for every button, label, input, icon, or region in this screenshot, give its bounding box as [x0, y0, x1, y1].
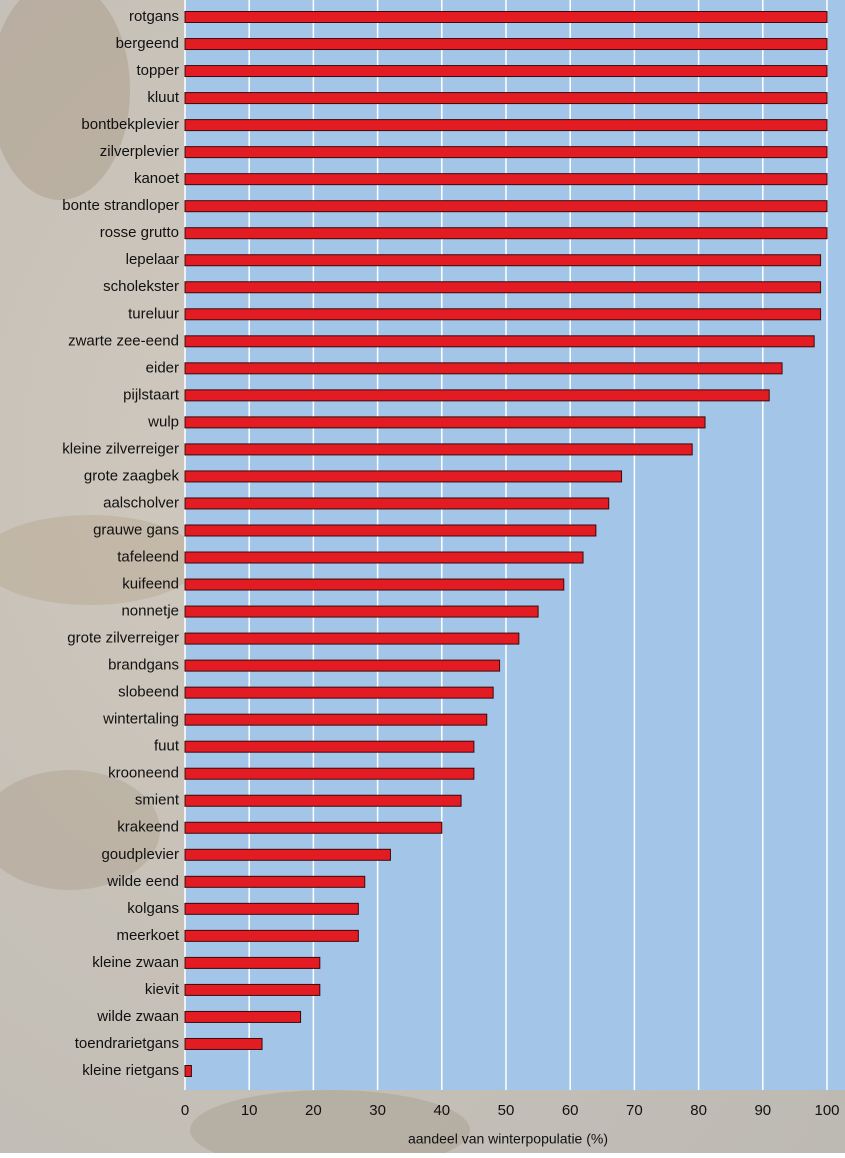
y-tick-label: rotgans	[129, 8, 179, 25]
y-tick-label: kanoet	[134, 170, 180, 187]
y-tick-label: kleine zwaan	[92, 954, 179, 971]
bar	[185, 363, 782, 374]
bar	[185, 822, 442, 833]
y-tick-label: zwarte zee-eend	[68, 332, 179, 349]
x-tick-label: 30	[369, 1102, 386, 1119]
y-tick-label: grote zaagbek	[84, 467, 180, 484]
bar	[185, 201, 827, 212]
y-tick-label: wilde eend	[106, 873, 179, 890]
bar	[185, 552, 583, 563]
y-tick-label: kuifeend	[122, 576, 179, 593]
bar	[185, 687, 493, 698]
bar	[185, 741, 474, 752]
bar	[185, 849, 390, 860]
bar	[185, 768, 474, 779]
bar	[185, 903, 358, 914]
bar	[185, 444, 692, 455]
bar	[185, 714, 487, 725]
bar	[185, 1066, 191, 1077]
bar	[185, 471, 622, 482]
x-tick-label: 60	[562, 1102, 579, 1119]
y-tick-label: nonnetje	[121, 603, 179, 620]
bar	[185, 390, 769, 401]
y-tick-label: lepelaar	[126, 251, 179, 268]
bar	[185, 1011, 301, 1022]
bar	[185, 525, 596, 536]
bar	[185, 228, 827, 239]
bar	[185, 795, 461, 806]
bar	[185, 984, 320, 995]
bar	[185, 876, 365, 887]
x-tick-label: 50	[498, 1102, 515, 1119]
x-tick-label: 20	[305, 1102, 322, 1119]
y-tick-label: bontbekplevier	[81, 116, 179, 133]
plot-area	[185, 0, 845, 1090]
y-tick-label: slobeend	[118, 684, 179, 701]
bar	[185, 957, 320, 968]
y-tick-label: grauwe gans	[93, 521, 179, 538]
bar	[185, 255, 821, 266]
y-tick-label: scholekster	[103, 278, 179, 295]
chart: aandeel van winterpopulatie (%) 0 10 20 30 4…	[0, 0, 845, 1153]
y-tick-label: krooneend	[108, 765, 179, 782]
y-tick-label: toendrarietgans	[75, 1035, 179, 1052]
bar	[185, 282, 821, 293]
y-tick-label: eider	[146, 359, 179, 376]
x-axis-title: aandeel van winterpopulatie (%)	[408, 1131, 608, 1147]
page: {"chart_data": {"type": "barh", "x_label…	[0, 0, 845, 1153]
y-tick-label: goudplevier	[101, 846, 179, 863]
y-tick-label: kleine zilverreiger	[62, 440, 179, 457]
x-tick-label: 90	[754, 1102, 771, 1119]
y-tick-label: wintertaling	[102, 711, 179, 728]
bar	[185, 120, 827, 131]
x-tick-label: 80	[690, 1102, 707, 1119]
x-tick-label: 70	[626, 1102, 643, 1119]
x-tick-label: 0	[181, 1102, 189, 1119]
y-tick-label: bergeend	[116, 35, 179, 52]
bar	[185, 660, 500, 671]
bar	[185, 417, 705, 428]
x-tick-label: 10	[241, 1102, 258, 1119]
y-tick-label: wilde zwaan	[96, 1008, 179, 1025]
bar	[185, 579, 564, 590]
y-tick-label: kleine rietgans	[82, 1062, 179, 1079]
bar	[185, 498, 609, 509]
bar	[185, 147, 827, 158]
bar	[185, 174, 827, 185]
x-tick-label: 40	[433, 1102, 450, 1119]
y-tick-label: zilverplevier	[100, 143, 179, 160]
y-tick-label: kluut	[147, 89, 180, 106]
y-tick-label: kolgans	[127, 900, 179, 917]
y-tick-label: wulp	[147, 413, 179, 430]
bar	[185, 93, 827, 104]
y-tick-label: krakeend	[117, 819, 179, 836]
y-tick-label: tureluur	[128, 305, 179, 322]
y-tick-label: fuut	[154, 738, 180, 755]
bar	[185, 66, 827, 77]
bar	[185, 39, 827, 50]
y-tick-label: rosse grutto	[100, 224, 179, 241]
bar	[185, 930, 358, 941]
x-tick-label: 100	[814, 1102, 839, 1119]
bar	[185, 12, 827, 23]
y-tick-label: smient	[135, 792, 180, 809]
bar	[185, 633, 519, 644]
bar	[185, 1038, 262, 1049]
y-tick-label: meerkoet	[116, 927, 179, 944]
y-tick-label: kievit	[145, 981, 180, 998]
y-tick-label: pijlstaart	[123, 386, 180, 403]
y-tick-label: aalscholver	[103, 494, 179, 511]
y-tick-label: topper	[136, 62, 179, 79]
bar	[185, 606, 538, 617]
y-tick-label: brandgans	[108, 657, 179, 674]
bar	[185, 336, 814, 347]
bar	[185, 309, 821, 320]
y-tick-label: tafeleend	[117, 548, 179, 565]
y-tick-label: bonte strandloper	[62, 197, 179, 214]
y-tick-label: grote zilverreiger	[67, 630, 179, 647]
